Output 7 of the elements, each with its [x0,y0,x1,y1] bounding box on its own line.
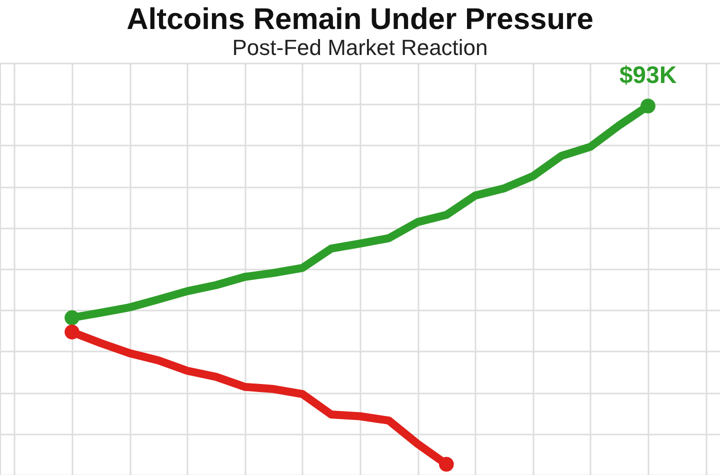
point [64,324,80,340]
chart-title: Altcoins Remain Under Pressure [126,3,594,36]
point [64,310,80,326]
annotation: $93K [619,62,678,89]
point [438,456,454,472]
point [640,98,656,114]
chart-subtitle: Post-Fed Market Reaction [232,35,488,60]
